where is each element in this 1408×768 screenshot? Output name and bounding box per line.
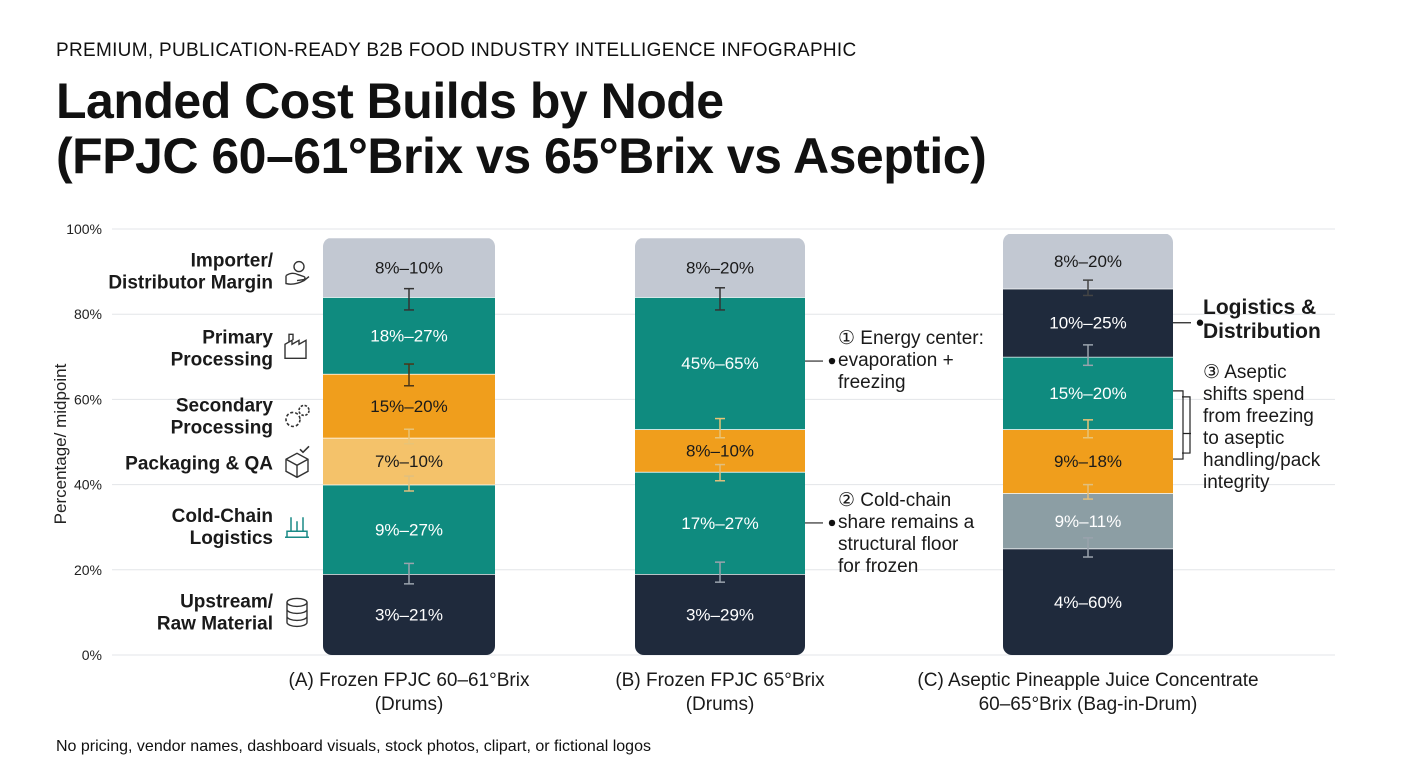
annotation-text: shifts spend <box>1203 384 1304 405</box>
node-label: Secondary <box>176 395 274 416</box>
hand-coin-icon <box>285 272 310 285</box>
bar-segment <box>1003 429 1173 494</box>
bar-segment <box>323 574 495 655</box>
annotation-text: for frozen <box>838 556 918 577</box>
annotation-dot <box>1196 319 1204 326</box>
title-line-1: Landed Cost Builds by Node <box>56 73 724 129</box>
annotation-text: to aseptic <box>1203 428 1284 449</box>
node-label: Cold-Chain <box>172 506 273 527</box>
node-label: Raw Material <box>157 613 273 634</box>
segment-label: 3%–21% <box>375 606 443 625</box>
segment-label: 7%–10% <box>375 452 443 471</box>
y-tick-label: 60% <box>74 391 102 407</box>
segment-label: 17%–27% <box>681 514 759 533</box>
y-tick-label: 40% <box>74 477 102 493</box>
bar-segment <box>635 574 805 655</box>
category-label: (C) Aseptic Pineapple Juice Concentrate <box>917 670 1258 691</box>
annotation-brace <box>1182 396 1191 454</box>
annotation-text: Logistics & <box>1203 296 1316 319</box>
annotation-text: from freezing <box>1203 406 1314 427</box>
segment-label: 8%–10% <box>686 442 754 461</box>
annotation-text: integrity <box>1203 472 1270 493</box>
node-label: Distributor Margin <box>108 273 273 294</box>
segment-label: 8%–20% <box>686 258 754 277</box>
node-label: Logistics <box>190 528 273 549</box>
annotation-text: Distribution <box>1203 320 1321 343</box>
segment-label: 8%–10% <box>375 258 443 277</box>
box-check-icon <box>285 452 309 479</box>
category-label: (Drums) <box>375 694 444 715</box>
node-label: Primary <box>202 327 273 348</box>
annotation-text: ② Cold-chain <box>838 490 951 511</box>
check-mark <box>299 445 310 454</box>
bar-segment <box>1003 356 1173 430</box>
footer-note: No pricing, vendor names, dashboard visu… <box>56 738 651 755</box>
snowflake-truck-icon <box>285 517 309 538</box>
segment-label: 45%–65% <box>681 354 759 373</box>
segment-label: 15%–20% <box>370 397 448 416</box>
bar-segment <box>635 297 805 430</box>
node-label: Upstream/ <box>180 591 274 612</box>
gear-small <box>298 404 310 417</box>
segment-label: 9%–11% <box>1055 512 1122 531</box>
factory-icon <box>284 333 307 359</box>
y-tick-label: 100% <box>66 221 102 237</box>
annotation-dot <box>828 357 836 365</box>
gears-icon <box>285 411 301 428</box>
segment-label: 10%–25% <box>1049 314 1127 333</box>
bar-segment <box>1003 548 1173 655</box>
category-label: (B) Frozen FPJC 65°Brix <box>615 670 825 691</box>
node-label: Packaging & QA <box>125 453 273 474</box>
annotation-text: handling/pack <box>1203 450 1321 471</box>
bar-segment <box>323 237 495 298</box>
database-top <box>286 597 308 608</box>
annotation-text: share remains a <box>838 512 975 533</box>
annotation-text: structural floor <box>838 534 959 555</box>
y-tick-label: 80% <box>74 306 102 322</box>
bar-segment <box>323 484 495 575</box>
database-icon <box>286 602 308 628</box>
node-label: Processing <box>171 417 273 438</box>
segment-label: 3%–29% <box>686 606 754 625</box>
category-label: 60–65°Brix (Bag-in-Drum) <box>979 694 1198 715</box>
segment-label: 8%–20% <box>1054 252 1122 271</box>
y-axis-label: Percentage/ midpoint <box>51 363 70 524</box>
annotation-bracket <box>1173 390 1191 460</box>
segment-label: 9%–18% <box>1054 452 1122 471</box>
coin-circle <box>293 260 305 273</box>
annotation-text: freezing <box>838 372 906 393</box>
category-label: (Drums) <box>686 694 755 715</box>
kicker: PREMIUM, PUBLICATION-READY B2B FOOD INDU… <box>56 40 857 61</box>
y-tick-label: 20% <box>74 562 102 578</box>
segment-label: 9%–27% <box>375 520 443 539</box>
title-line-2: (FPJC 60–61°Brix vs 65°Brix vs Aseptic) <box>56 128 987 184</box>
annotation-text: ③ Aseptic <box>1203 362 1287 383</box>
node-label: Importer/ <box>191 251 274 272</box>
segment-label: 15%–20% <box>1049 384 1127 403</box>
y-tick-label: 0% <box>82 647 102 663</box>
annotation-dot <box>828 519 836 527</box>
segment-label: 18%–27% <box>370 327 448 346</box>
category-label: (A) Frozen FPJC 60–61°Brix <box>289 670 530 691</box>
annotation-text: evaporation + <box>838 350 954 371</box>
bar-segment <box>635 471 805 575</box>
segment-label: 4%–60% <box>1054 593 1122 612</box>
page-title: Landed Cost Builds by Node (FPJC 60–61°B… <box>56 73 987 184</box>
annotation-text: ① Energy center: <box>838 328 984 349</box>
node-label: Processing <box>171 349 273 370</box>
